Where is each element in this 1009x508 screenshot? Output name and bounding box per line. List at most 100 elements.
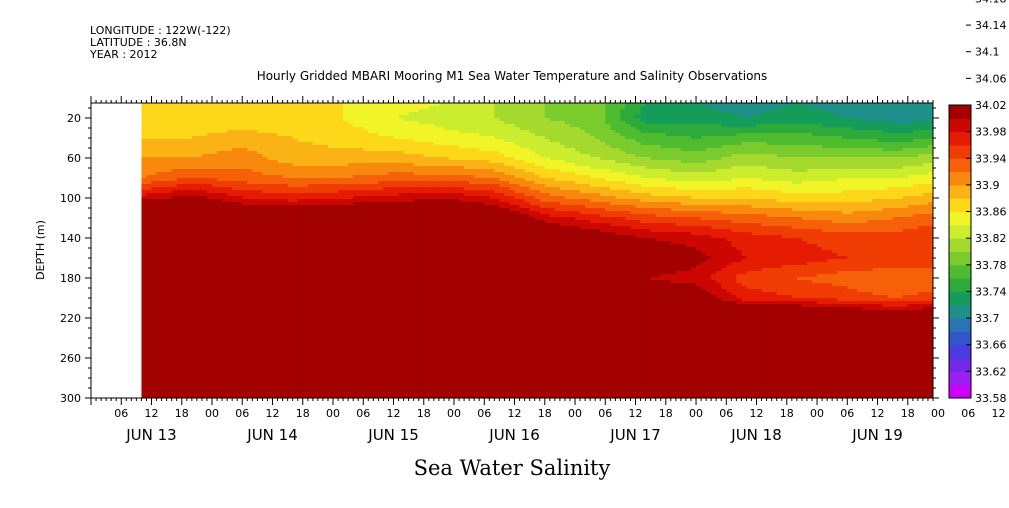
salinity-cell bbox=[191, 370, 198, 374]
salinity-cell bbox=[257, 229, 264, 233]
salinity-cell bbox=[206, 253, 213, 257]
salinity-cell bbox=[242, 178, 248, 182]
salinity-cell bbox=[237, 376, 243, 380]
salinity-cell bbox=[262, 379, 269, 383]
salinity-cell bbox=[191, 151, 198, 155]
salinity-cell bbox=[171, 169, 178, 173]
salinity-cell bbox=[146, 160, 153, 164]
salinity-cell bbox=[166, 301, 173, 305]
salinity-cell bbox=[201, 367, 208, 371]
salinity-cell bbox=[217, 385, 223, 389]
salinity-cell bbox=[176, 136, 183, 140]
salinity-cell bbox=[292, 361, 299, 365]
salinity-cell bbox=[282, 241, 289, 245]
salinity-cell bbox=[217, 208, 223, 212]
salinity-cell bbox=[227, 298, 233, 302]
salinity-cell bbox=[237, 202, 243, 206]
salinity-cell bbox=[156, 382, 163, 386]
salinity-cell bbox=[227, 292, 233, 296]
salinity-cell bbox=[227, 220, 233, 224]
salinity-cell bbox=[212, 103, 218, 107]
salinity-cell bbox=[217, 280, 223, 284]
salinity-cell bbox=[272, 307, 279, 311]
salinity-cell bbox=[217, 391, 223, 395]
salinity-cell bbox=[232, 112, 238, 116]
salinity-cell bbox=[191, 103, 198, 107]
salinity-cell bbox=[201, 172, 208, 176]
salinity-cell bbox=[176, 244, 183, 248]
salinity-cell bbox=[196, 289, 203, 293]
salinity-cell bbox=[181, 166, 188, 170]
salinity-cell bbox=[222, 190, 228, 194]
salinity-cell bbox=[201, 214, 208, 218]
salinity-cell bbox=[247, 364, 253, 368]
salinity-cell bbox=[196, 355, 203, 359]
salinity-cell bbox=[156, 376, 163, 380]
salinity-cell bbox=[232, 274, 238, 278]
salinity-cell bbox=[186, 313, 193, 317]
salinity-cell bbox=[196, 229, 203, 233]
salinity-cell bbox=[222, 307, 228, 311]
salinity-cell bbox=[282, 175, 289, 179]
salinity-cell bbox=[186, 193, 193, 197]
salinity-cell bbox=[262, 322, 269, 326]
salinity-cell bbox=[196, 286, 203, 290]
salinity-cell bbox=[292, 169, 299, 173]
salinity-cell bbox=[217, 226, 223, 230]
salinity-cell bbox=[176, 178, 183, 182]
salinity-cell bbox=[176, 310, 183, 314]
salinity-cell bbox=[151, 103, 158, 107]
salinity-cell bbox=[292, 274, 299, 278]
salinity-cell bbox=[156, 307, 163, 311]
salinity-cell bbox=[212, 307, 218, 311]
salinity-cell bbox=[287, 154, 294, 158]
salinity-cell bbox=[277, 169, 284, 173]
salinity-cell bbox=[201, 187, 208, 191]
salinity-cell bbox=[232, 148, 238, 152]
salinity-cell bbox=[141, 331, 148, 335]
salinity-cell bbox=[186, 295, 193, 299]
salinity-cell bbox=[201, 160, 208, 164]
salinity-cell bbox=[272, 148, 279, 152]
salinity-cell bbox=[217, 181, 223, 185]
salinity-cell bbox=[227, 154, 233, 158]
salinity-cell bbox=[196, 121, 203, 125]
salinity-cell bbox=[292, 289, 299, 293]
salinity-cell bbox=[287, 382, 294, 386]
salinity-cell bbox=[191, 343, 198, 347]
salinity-cell bbox=[151, 172, 158, 176]
salinity-cell bbox=[151, 181, 158, 185]
salinity-cell bbox=[222, 355, 228, 359]
salinity-cell bbox=[191, 211, 198, 215]
salinity-cell bbox=[267, 199, 274, 203]
salinity-cell bbox=[141, 211, 148, 215]
salinity-cell bbox=[166, 286, 173, 290]
salinity-cell bbox=[272, 286, 279, 290]
salinity-cell bbox=[212, 184, 218, 188]
salinity-cell bbox=[232, 244, 238, 248]
salinity-cell bbox=[242, 241, 248, 245]
salinity-cell bbox=[292, 331, 299, 335]
salinity-cell bbox=[252, 316, 258, 320]
salinity-cell bbox=[176, 124, 183, 128]
salinity-cell bbox=[292, 334, 299, 338]
salinity-cell bbox=[181, 274, 188, 278]
salinity-cell bbox=[277, 262, 284, 266]
salinity-cell bbox=[176, 259, 183, 263]
salinity-cell bbox=[247, 112, 253, 116]
salinity-cell bbox=[191, 337, 198, 341]
salinity-cell bbox=[277, 280, 284, 284]
salinity-cell bbox=[151, 343, 158, 347]
salinity-cell bbox=[227, 346, 233, 350]
salinity-cell bbox=[181, 136, 188, 140]
salinity-cell bbox=[227, 127, 233, 131]
salinity-cell bbox=[166, 151, 173, 155]
salinity-cell bbox=[141, 373, 148, 377]
salinity-cell bbox=[262, 391, 269, 395]
salinity-cell bbox=[297, 136, 304, 140]
salinity-cell bbox=[262, 328, 269, 332]
salinity-cell bbox=[176, 175, 183, 179]
salinity-cell bbox=[247, 331, 253, 335]
salinity-cell bbox=[262, 349, 269, 353]
salinity-cell bbox=[257, 391, 264, 395]
